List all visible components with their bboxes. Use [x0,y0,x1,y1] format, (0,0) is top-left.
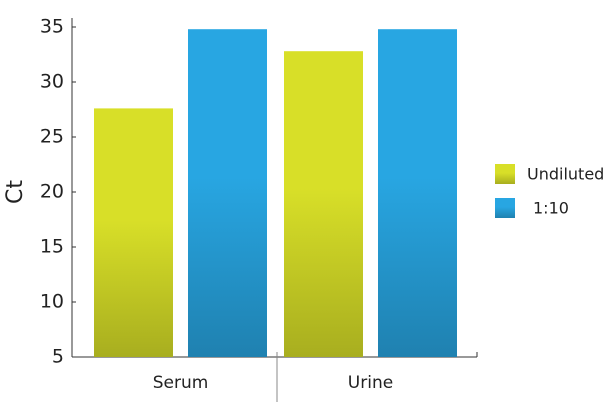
bar [188,29,267,357]
y-tick-label: 5 [52,346,64,368]
y-tick-label: 25 [40,126,64,148]
x-tick-label: Serum [153,373,209,393]
legend-swatch [495,164,515,184]
bar [378,29,457,357]
legend-label: 1:10 [533,199,569,218]
legend-label: Undiluted [527,165,604,184]
y-tick-label: 10 [40,291,64,313]
bar [94,108,173,358]
y-tick-label: 20 [40,181,64,203]
legend-swatch [495,198,515,218]
y-axis-label: Ct [3,180,28,204]
y-tick-label: 30 [40,71,64,93]
bar [284,51,363,357]
y-tick-label: 15 [40,236,64,258]
y-tick-label: 35 [40,16,64,38]
x-tick-label: Urine [348,373,393,393]
